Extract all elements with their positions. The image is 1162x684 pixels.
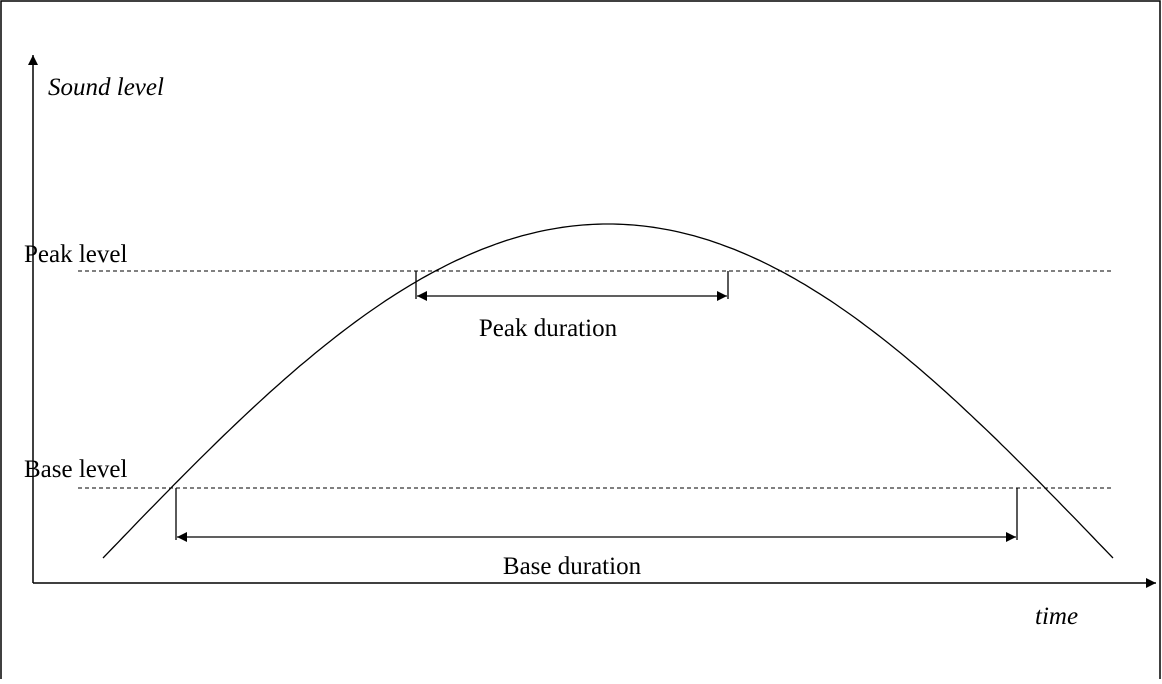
x-axis-label: time	[1035, 603, 1078, 630]
base-duration-label: Base duration	[503, 553, 642, 580]
base-level-label: Base level	[24, 456, 127, 483]
sound-curve	[102, 223, 1114, 559]
y-axis-label: Sound level	[48, 74, 164, 101]
peak-duration-label: Peak duration	[479, 315, 618, 342]
peak-level-label: Peak level	[24, 241, 127, 268]
